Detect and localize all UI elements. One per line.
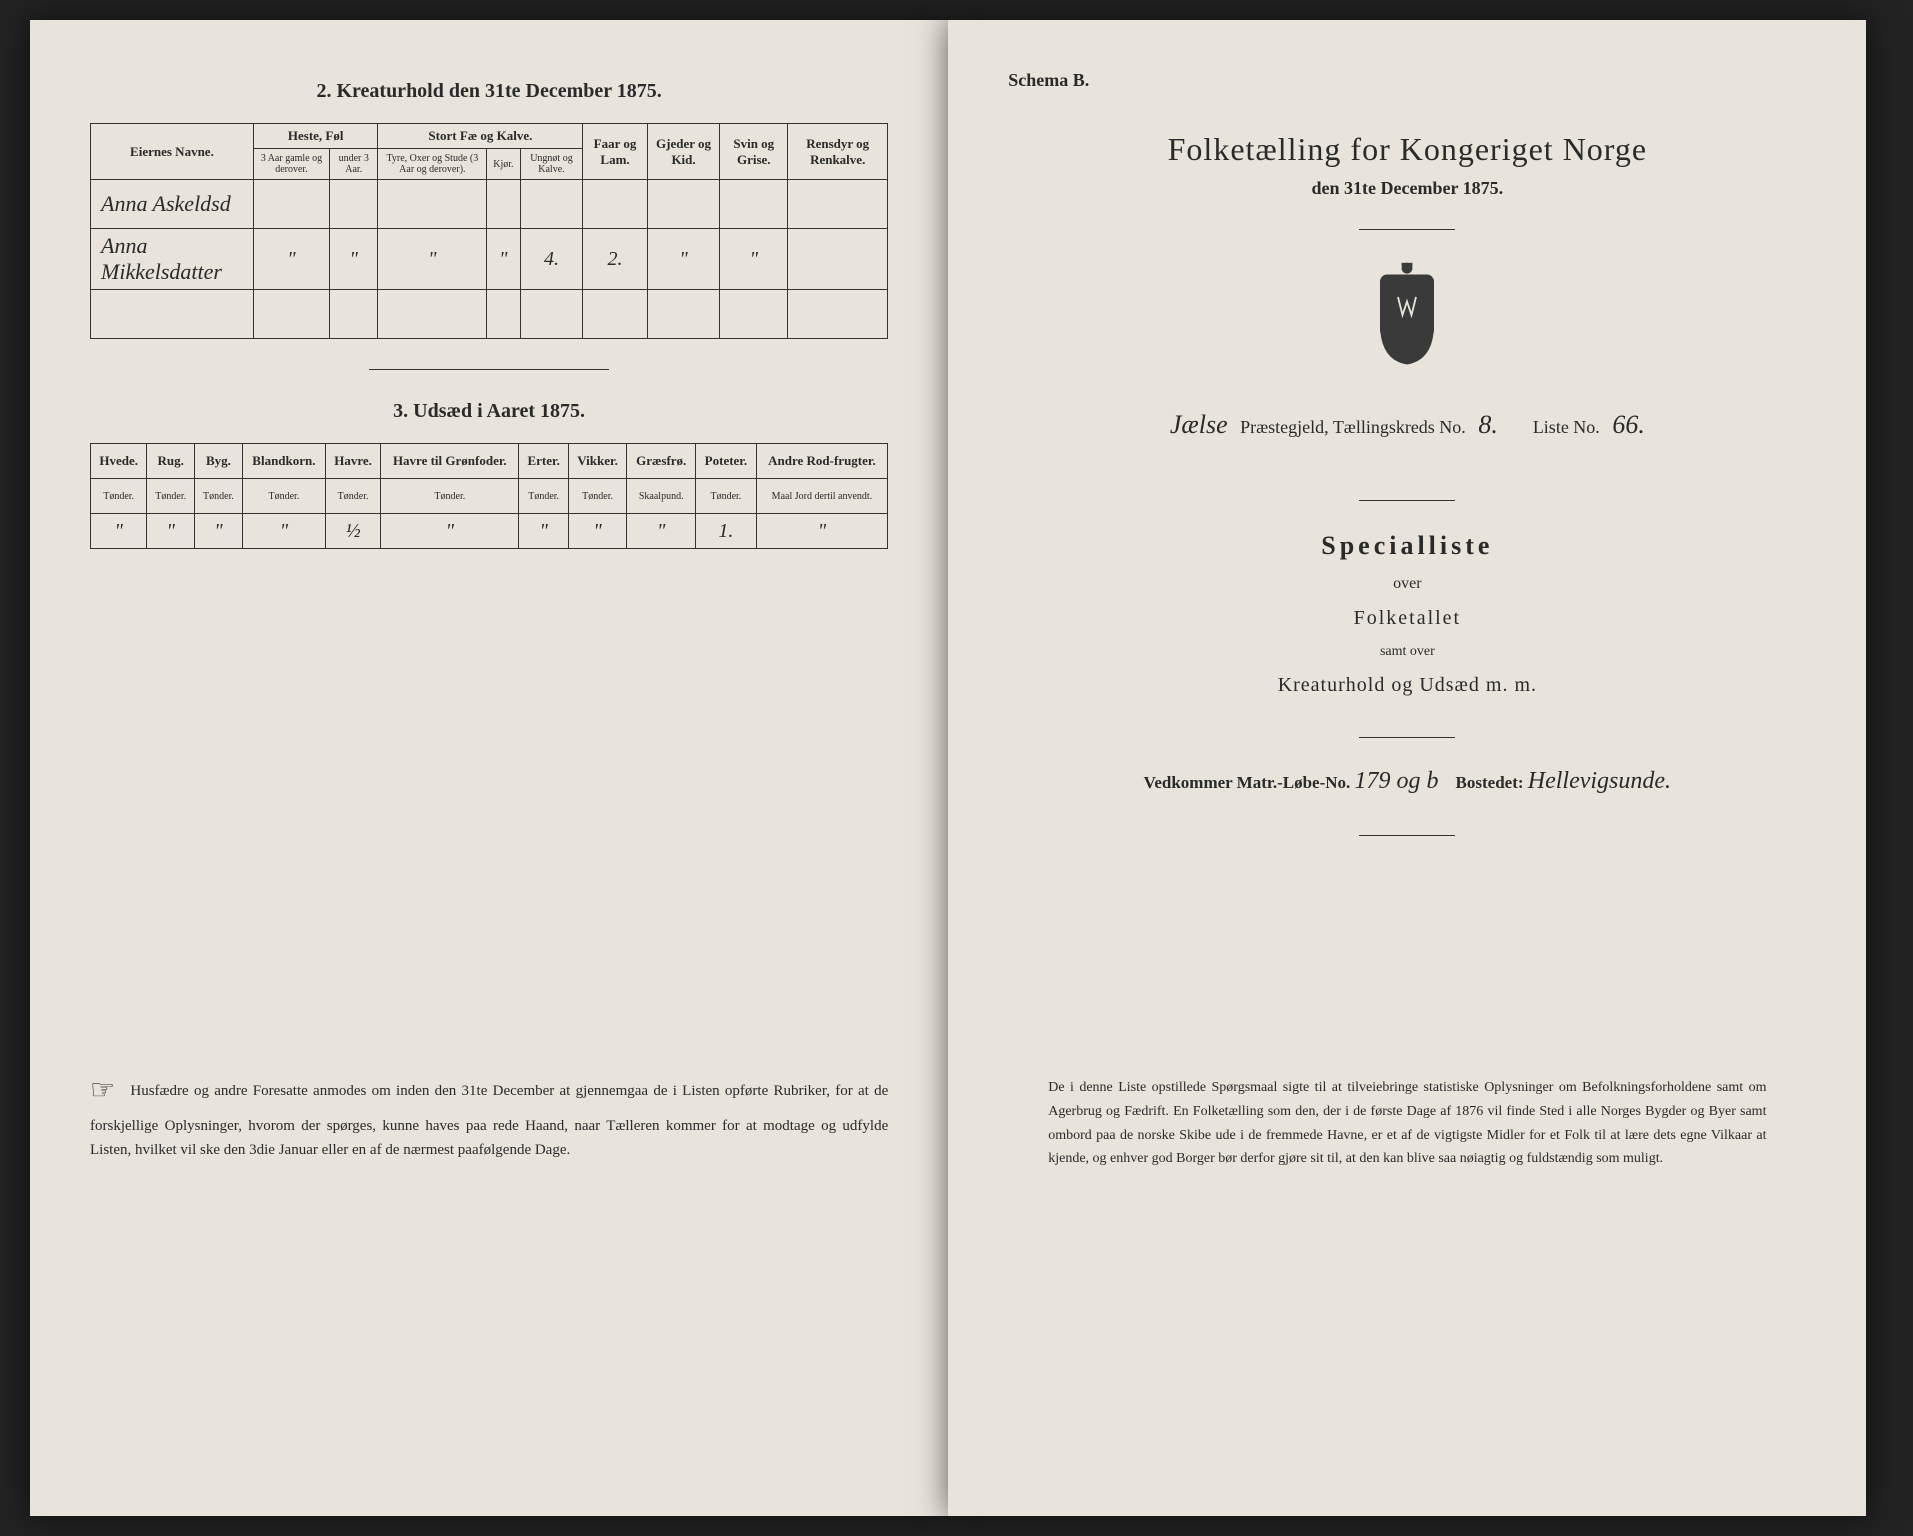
left-page: 2. Kreaturhold den 31te December 1875. E… (30, 20, 948, 1516)
right-footer: De i denne Liste opstillede Spørgsmaal s… (1048, 1076, 1766, 1171)
document-spread: 2. Kreaturhold den 31te December 1875. E… (0, 0, 1913, 1536)
table-row (91, 290, 888, 339)
th-sheep: Faar og Lam. (583, 124, 647, 180)
section3-title: 3. Udsæd i Aaret 1875. (90, 400, 888, 423)
over-label: over (1008, 575, 1806, 593)
rule (1359, 229, 1455, 230)
schema-label: Schema B. (1008, 70, 1806, 91)
livestock-table: Eiernes Navne. Heste, Føl Stort Fæ og Ka… (90, 123, 888, 339)
table-row: " " " " ½ " " " " 1. " (91, 514, 888, 549)
census-date: den 31te December 1875. (1008, 178, 1806, 199)
divider (369, 369, 608, 370)
table-row: Anna Askeldsd (91, 180, 888, 229)
th-owners: Eiernes Navne. (91, 124, 254, 180)
th-horses-1: 3 Aar gamle og derover. (253, 149, 329, 180)
th-horses: Heste, Føl (253, 124, 378, 149)
right-page: Schema B. Folketælling for Kongeriget No… (948, 20, 1866, 1516)
samt-label: samt over (1008, 644, 1806, 660)
owner-name: Anna Askeldsd (91, 180, 254, 229)
seed-table: Hvede. Rug. Byg. Blandkorn. Havre. Havre… (90, 443, 888, 549)
rule (1359, 500, 1455, 501)
coat-of-arms-icon (1362, 260, 1452, 370)
pointer-icon: ☞ (90, 1075, 115, 1106)
table-row: Anna Mikkelsdatter " " " " 4. 2. " " (91, 229, 888, 290)
specialliste: Specialliste (1008, 531, 1806, 561)
parish-line: Jælse Præstegjeld, Tællingskreds No. 8. … (1008, 410, 1806, 440)
rule (1359, 737, 1455, 738)
census-title: Folketælling for Kongeriget Norge (1008, 131, 1806, 168)
left-footer: ☞ Husfædre og andre Foresatte anmodes om… (90, 1069, 888, 1162)
kreatur-label: Kreaturhold og Udsæd m. m. (1008, 674, 1806, 697)
folketallet: Folketallet (1008, 607, 1806, 630)
th-reindeer: Rensdyr og Renkalve. (788, 124, 888, 180)
rule (1359, 835, 1455, 836)
matr-line: Vedkommer Matr.-Løbe-No. 179 og b Bosted… (1008, 768, 1806, 795)
th-horses-2: under 3 Aar. (330, 149, 378, 180)
th-goats: Gjeder og Kid. (647, 124, 720, 180)
th-pigs: Svin og Grise. (720, 124, 788, 180)
th-cattle-2: Kjør. (487, 149, 520, 180)
owner-name: Anna Mikkelsdatter (91, 229, 254, 290)
th-cattle-3: Ungnøt og Kalve. (520, 149, 583, 180)
th-cattle-1: Tyre, Oxer og Stude (3 Aar og derover). (378, 149, 487, 180)
section2-title: 2. Kreaturhold den 31te December 1875. (90, 80, 888, 103)
th-cattle: Stort Fæ og Kalve. (378, 124, 583, 149)
